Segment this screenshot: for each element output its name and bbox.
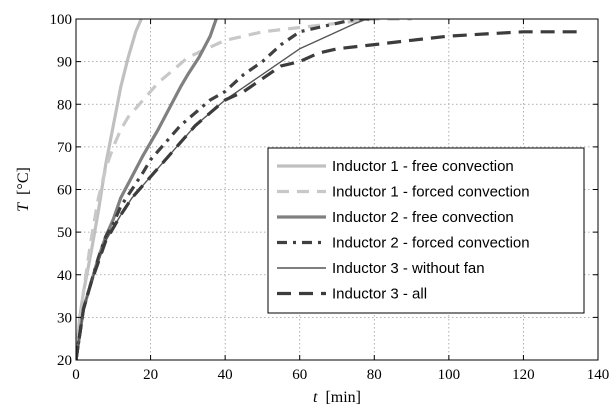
y-axis-label: T [°C] — [15, 167, 32, 212]
x-tick-label: 80 — [367, 367, 382, 383]
y-tick-label: 60 — [57, 183, 72, 199]
y-tick-label: 100 — [50, 12, 73, 28]
series-line-6 — [76, 30, 584, 360]
y-tick-label: 50 — [57, 225, 72, 241]
legend: Inductor 1 - free convection Inductor 1 -… — [267, 147, 585, 314]
y-axis-unit: [°C] — [15, 167, 32, 195]
y-tick-label: 90 — [57, 55, 72, 71]
x-tick-label: 20 — [143, 367, 158, 383]
y-axis-symbol: T — [15, 202, 32, 212]
legend-box — [267, 147, 585, 314]
x-tick-label: 0 — [72, 367, 80, 383]
x-tick-label: 100 — [438, 367, 461, 383]
y-tick-label: 70 — [57, 140, 72, 156]
x-tick-label: 120 — [512, 367, 535, 383]
y-tick-label: 80 — [57, 97, 72, 113]
legend-label: Inductor 1 - forced convection — [332, 184, 530, 201]
x-tick-label: 140 — [587, 367, 610, 383]
x-tick-label: 40 — [218, 367, 233, 383]
series-lines — [76, 19, 584, 360]
legend-label: Inductor 3 - without fan — [332, 260, 485, 277]
legend-label: Inductor 2 - free convection — [332, 209, 514, 226]
x-axis-unit: [min] — [325, 389, 361, 406]
legend-label: Inductor 3 - all — [332, 286, 427, 303]
x-axis-symbol: t — [313, 389, 318, 406]
y-tick-label: 20 — [57, 353, 72, 369]
y-tick-label: 40 — [57, 268, 72, 284]
legend-label: Inductor 1 - free convection — [332, 158, 514, 175]
y-tick-label: 30 — [57, 310, 72, 326]
series-line-1 — [76, 19, 143, 360]
legend-label: Inductor 2 - forced convection — [332, 235, 530, 252]
series-line-2 — [76, 19, 412, 360]
x-tick-label: 60 — [292, 367, 307, 383]
x-axis-label: t [min] — [313, 389, 361, 406]
